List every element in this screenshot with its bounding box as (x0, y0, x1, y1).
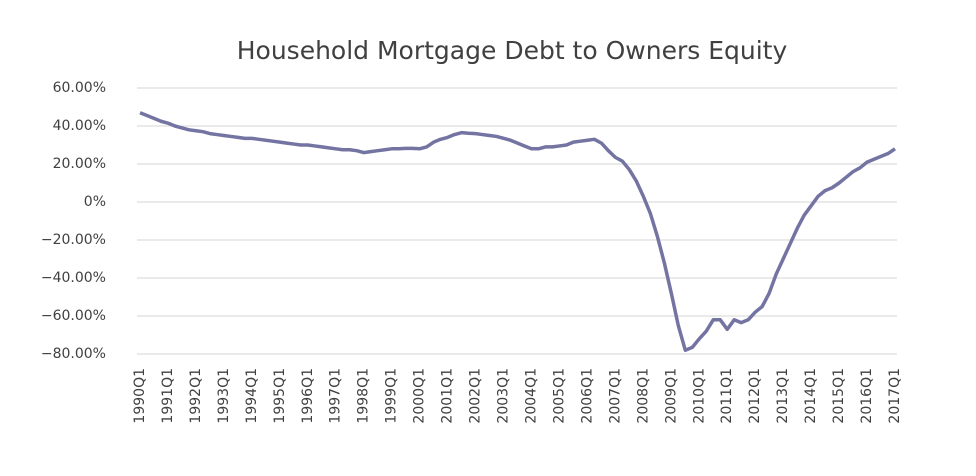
chart-title: Household Mortgage Debt to Owners Equity (237, 36, 788, 65)
y-tick-label: 20.00% (53, 156, 106, 172)
x-tick-label: 1996Q1 (300, 368, 316, 424)
x-tick-label: 2001Q1 (440, 368, 456, 424)
y-tick-label: −40.00% (41, 270, 106, 286)
x-tick-label: 1992Q1 (188, 368, 204, 424)
x-tick-label: 2013Q1 (775, 368, 791, 424)
data-line (139, 111, 896, 352)
x-tick-label: 2011Q1 (719, 368, 735, 424)
x-tick-label: 1995Q1 (272, 368, 288, 424)
x-tick-label: 1999Q1 (384, 368, 400, 424)
y-tick-label: −20.00% (41, 232, 106, 248)
x-tick-label: 2005Q1 (551, 368, 567, 424)
x-tick-label: 1997Q1 (328, 368, 344, 424)
x-tick-label: 2017Q1 (887, 368, 903, 424)
x-tick-label: 2010Q1 (691, 368, 707, 424)
x-tick-label: 2014Q1 (803, 368, 819, 424)
x-tick-label: 2008Q1 (635, 368, 651, 424)
x-tick-label: 2004Q1 (523, 368, 539, 424)
x-tick-label: 2002Q1 (468, 368, 484, 424)
y-tick-label: 60.00% (53, 80, 106, 96)
x-tick-label: 2006Q1 (579, 368, 595, 424)
y-tick-label: −80.00% (41, 346, 106, 362)
x-tick-label: 1994Q1 (244, 368, 260, 424)
y-tick-label: 0% (84, 194, 106, 210)
y-tick-label: −60.00% (41, 308, 106, 324)
x-tick-label: 2000Q1 (412, 368, 428, 424)
x-tick-label: 1990Q1 (132, 368, 148, 424)
x-tick-label: 1993Q1 (216, 368, 232, 424)
x-tick-label: 2009Q1 (663, 368, 679, 424)
x-tick-label: 2003Q1 (496, 368, 512, 424)
x-tick-label: 2007Q1 (607, 368, 623, 424)
x-tick-label: 2012Q1 (747, 368, 763, 424)
x-tick-label: 2016Q1 (859, 368, 875, 424)
x-tick-label: 1998Q1 (356, 368, 372, 424)
x-tick-label: 1991Q1 (160, 368, 176, 424)
y-tick-label: 40.00% (53, 118, 106, 134)
x-tick-label: 2015Q1 (831, 368, 847, 424)
